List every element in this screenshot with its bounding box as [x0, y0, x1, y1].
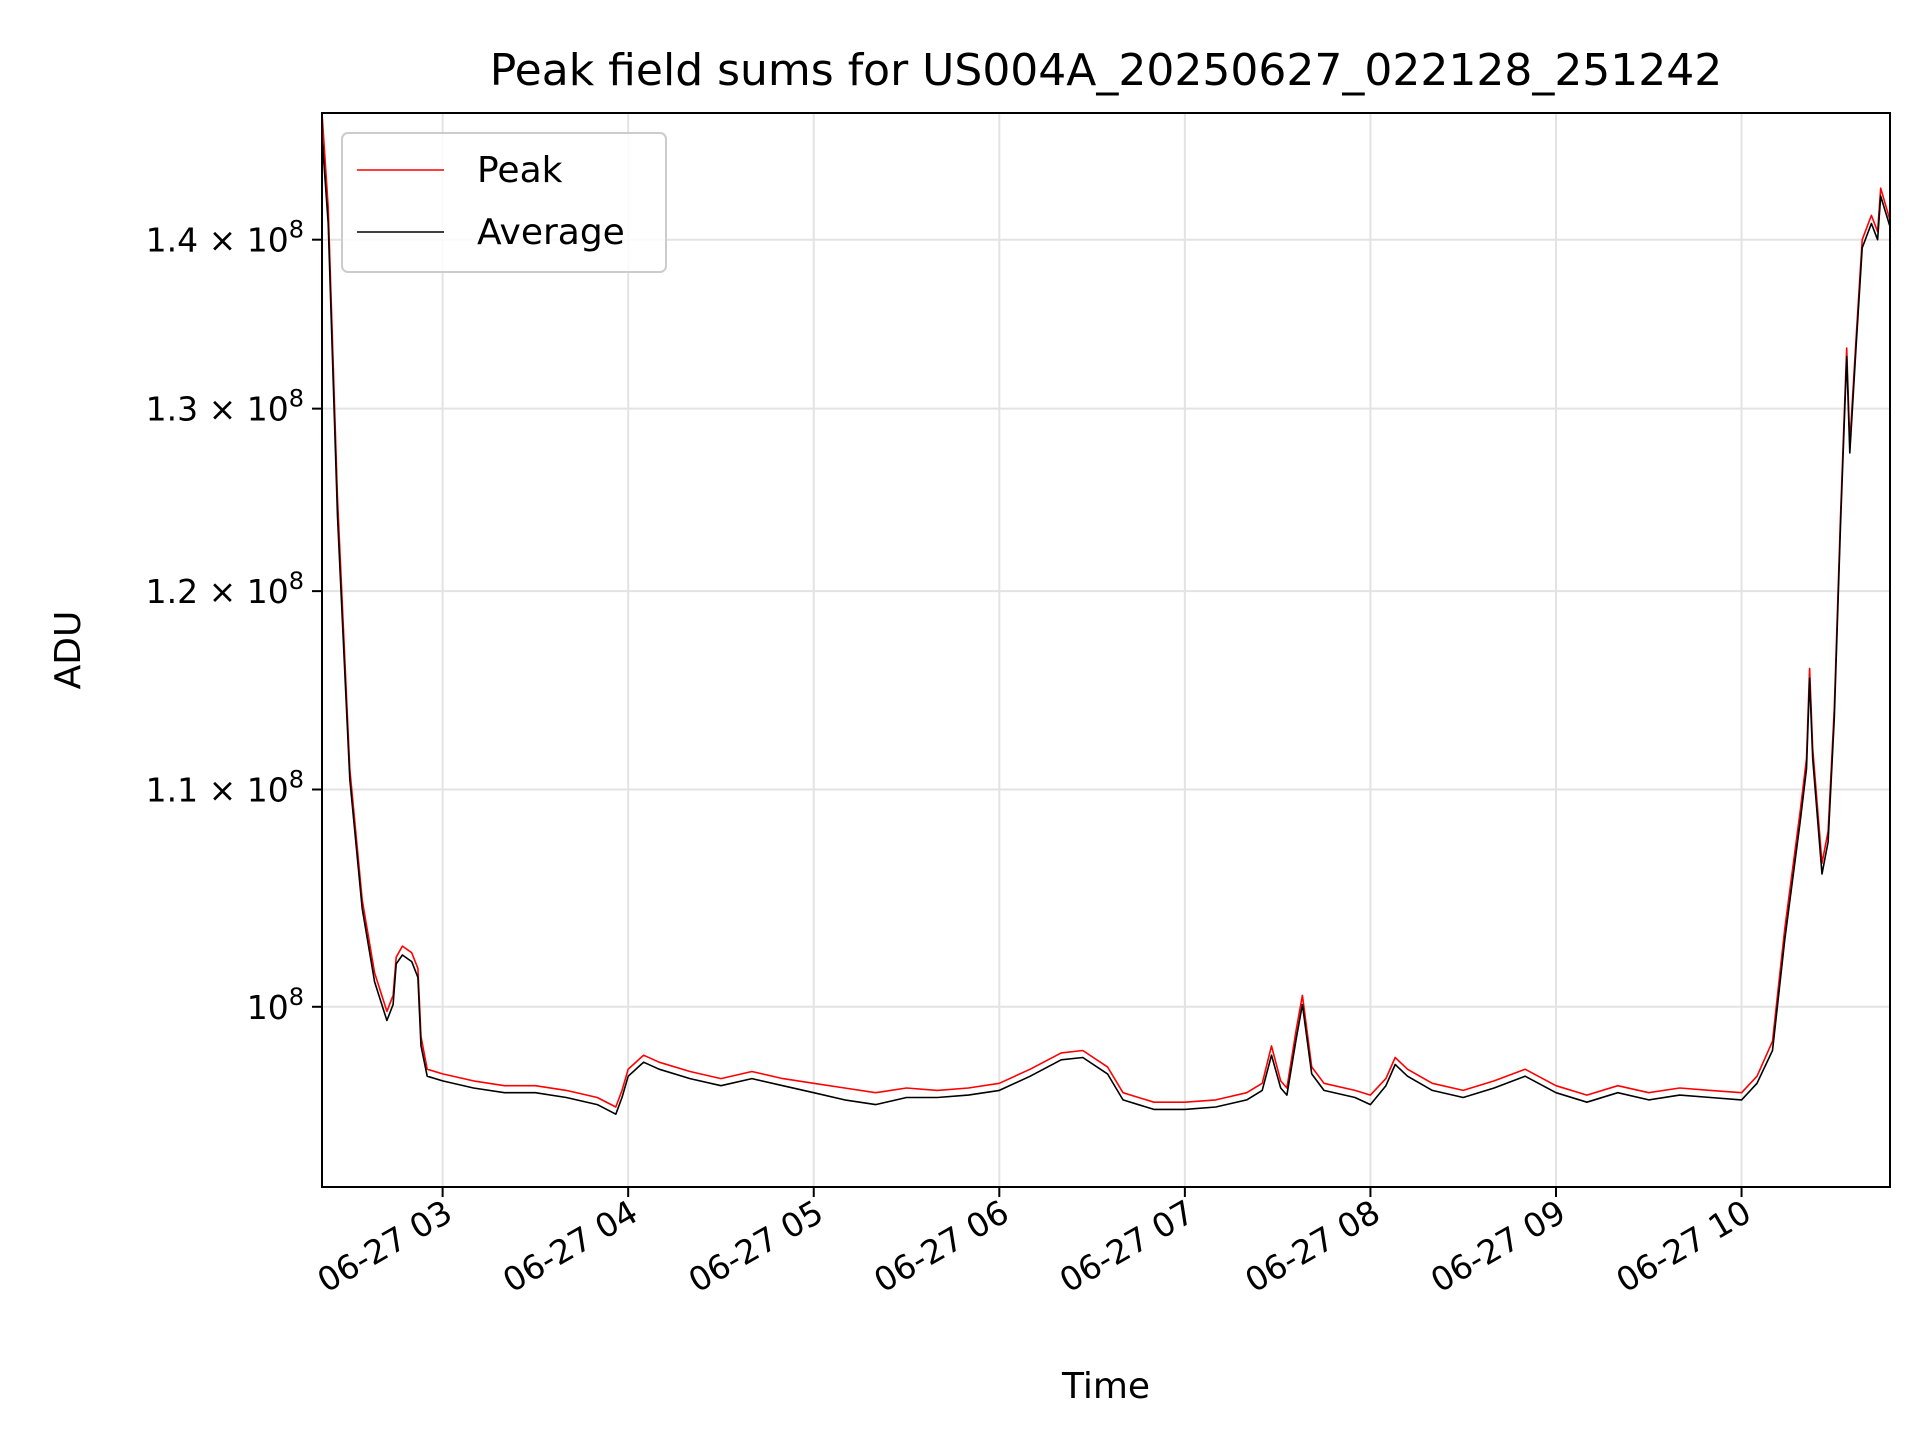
series-line-peak	[322, 113, 1890, 1108]
y-tick-label: 1.4 × 108	[146, 216, 304, 260]
y-tick-label: 108	[247, 983, 304, 1027]
legend-box	[341, 132, 667, 273]
series-line-average	[322, 136, 1890, 1115]
axes-frame	[321, 112, 1891, 1188]
legend-label-average: Average	[477, 212, 625, 253]
y-tick-label: 1.1 × 108	[146, 766, 304, 810]
y-axis-label: ADU	[48, 611, 89, 690]
y-tick-label: 1.2 × 108	[146, 567, 304, 611]
plot-series	[322, 113, 1890, 1115]
y-tick-label: 1.3 × 108	[146, 385, 304, 429]
grid	[322, 113, 1890, 1187]
legend: Peak Average	[341, 132, 667, 273]
legend-label-peak: Peak	[477, 150, 563, 191]
chart-title: Peak field sums for US004A_20250627_0221…	[490, 45, 1723, 96]
x-axis-label: Time	[1061, 1366, 1150, 1407]
